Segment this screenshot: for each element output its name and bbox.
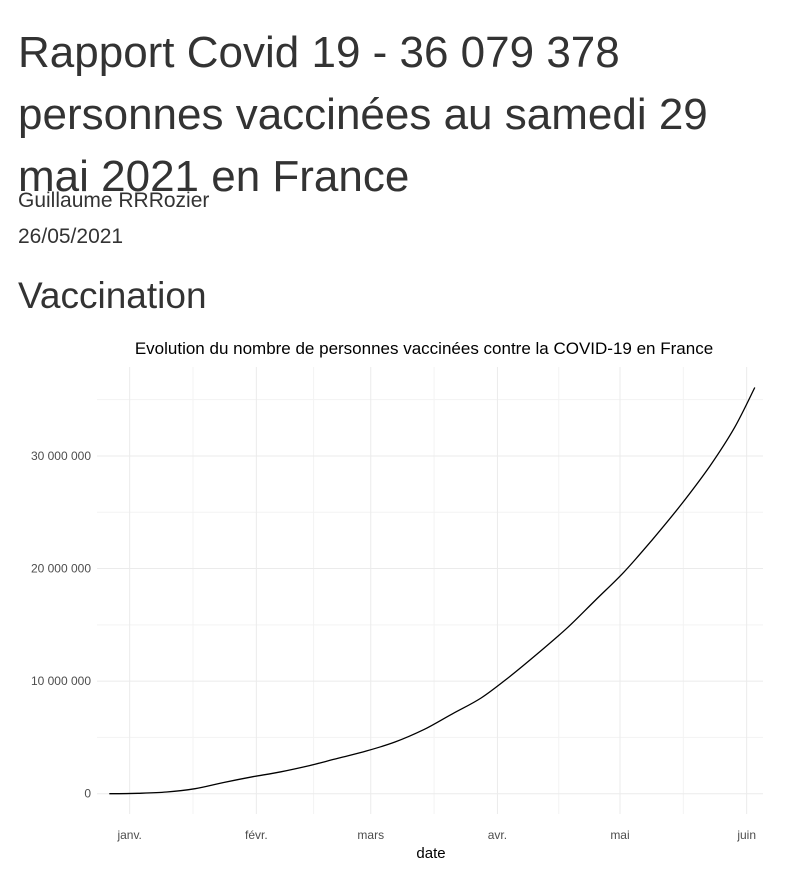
x-tick-label: avr. <box>488 828 507 842</box>
x-tick-label: févr. <box>245 828 268 842</box>
x-axis-title: date <box>416 845 445 862</box>
x-tick-label: mars <box>357 828 384 842</box>
chart-grid-minor <box>97 367 763 814</box>
y-tick-label: 10 000 000 <box>31 674 91 688</box>
y-axis-labels: 0 10 000 000 20 000 000 30 000 000 <box>31 449 91 801</box>
x-tick-label: juin <box>736 828 756 842</box>
report-author: Guillaume RRRozier <box>18 189 210 212</box>
section-heading-vaccination: Vaccination <box>18 275 207 316</box>
report-title: Rapport Covid 19 - 36 079 378 personnes … <box>18 28 708 201</box>
chart-grid-major <box>97 367 763 814</box>
y-tick-label: 30 000 000 <box>31 449 91 463</box>
y-tick-label: 20 000 000 <box>31 562 91 576</box>
x-tick-label: janv. <box>116 828 141 842</box>
y-tick-label: 0 <box>84 787 91 801</box>
x-axis-labels: janv. févr. mars avr. mai juin <box>116 828 756 842</box>
x-tick-label: mai <box>610 828 629 842</box>
report-date: 26/05/2021 <box>18 225 124 248</box>
vaccination-line-chart: Evolution du nombre de personnes vacciné… <box>31 339 763 862</box>
vaccinated-series-line <box>109 387 756 795</box>
chart-title: Evolution du nombre de personnes vacciné… <box>135 339 713 358</box>
